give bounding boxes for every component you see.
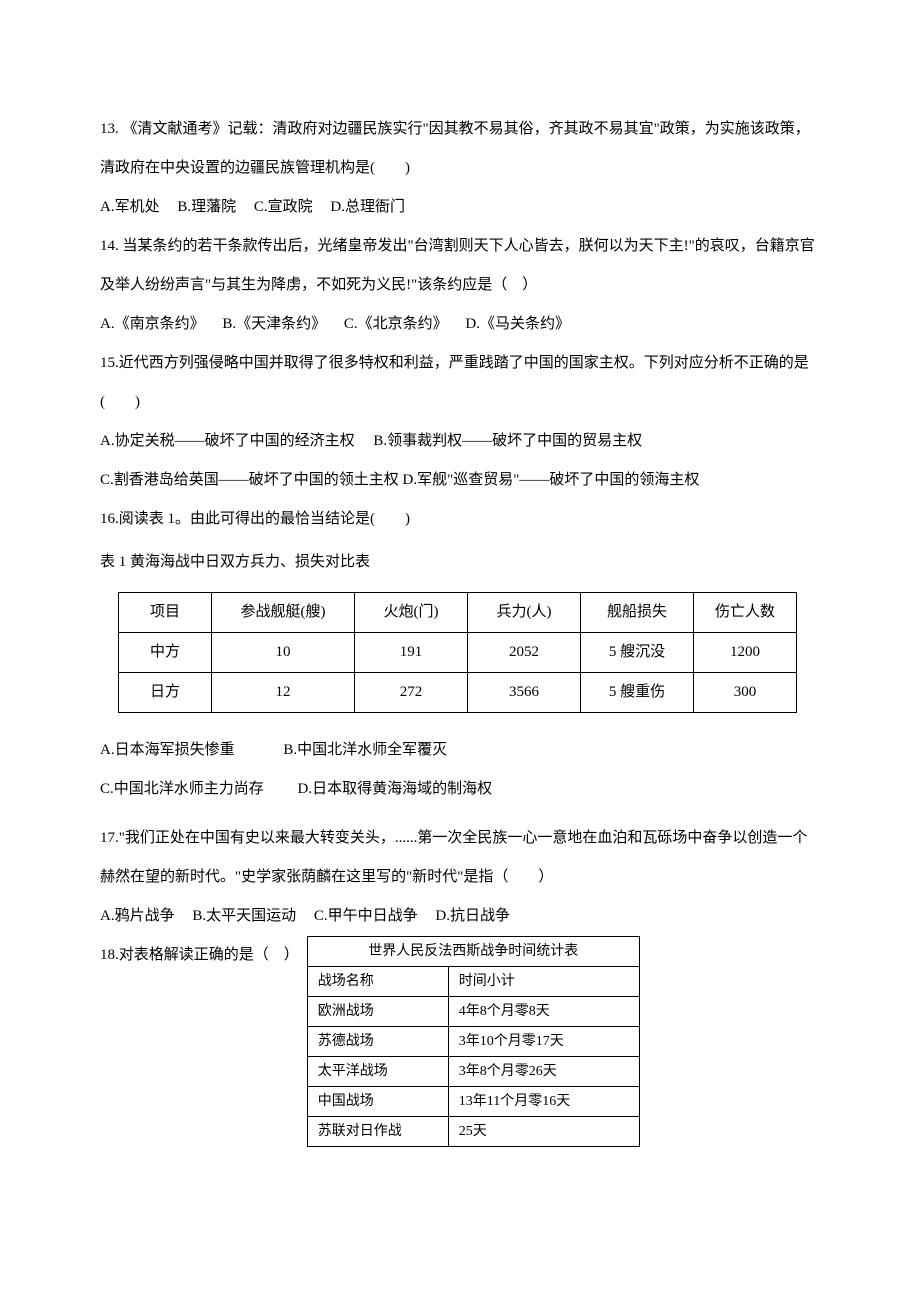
q16-r1c5: 300	[694, 673, 797, 713]
q14-text: 14. 当某条约的若干条款传出后，光绪皇帝发出"台湾割则天下人心皆去，朕何以为天…	[100, 227, 820, 305]
q16-option-c: C.中国北洋水师主力尚存	[100, 781, 264, 797]
q15-text: 15.近代西方列强侵略中国并取得了很多特权和利益，严重践踏了中国的国家主权。下列…	[100, 344, 820, 422]
q16-th-5: 伤亡人数	[694, 593, 797, 633]
q16-r0c5: 1200	[694, 633, 797, 673]
q16-r1c0: 日方	[119, 673, 212, 713]
q18-r4c1: 25天	[448, 1117, 639, 1147]
q16-caption: 表 1 黄海海战中日双方兵力、损失对比表	[100, 543, 820, 582]
q18-table-title: 世界人民反法西斯战争时间统计表	[307, 937, 639, 967]
q18-r0c0: 欧洲战场	[307, 997, 448, 1027]
q15-options-row2: C.割香港岛给英国——破坏了中国的领土主权 D.军舰"巡查贸易"——破坏了中国的…	[100, 461, 820, 500]
table-row: 项目 参战舰艇(艘) 火炮(门) 兵力(人) 舰船损失 伤亡人数	[119, 593, 797, 633]
q16-options-row1: A.日本海军损失惨重 B.中国北洋水师全军覆灭	[100, 731, 820, 770]
q17-options: A.鸦片战争 B.太平天国运动 C.甲午中日战争 D.抗日战争	[100, 897, 820, 936]
q16-option-b: B.中国北洋水师全军覆灭	[283, 742, 447, 758]
q16-th-1: 参战舰艇(艘)	[212, 593, 355, 633]
q16-th-3: 兵力(人)	[468, 593, 581, 633]
q15-option-b: B.领事裁判权——破坏了中国的贸易主权	[373, 433, 642, 449]
q17-option-c: C.甲午中日战争	[314, 908, 418, 924]
q14-options: A.《南京条约》 B.《天津条约》 C.《北京条约》 D.《马关条约》	[100, 305, 820, 344]
q18-table: 世界人民反法西斯战争时间统计表 战场名称 时间小计 欧洲战场 4年8个月零8天 …	[307, 936, 640, 1147]
q16-r1c4: 5 艘重伤	[581, 673, 694, 713]
q16-text: 16.阅读表 1。由此可得出的最恰当结论是( )	[100, 500, 820, 539]
table-row: 日方 12 272 3566 5 艘重伤 300	[119, 673, 797, 713]
q18-r2c0: 太平洋战场	[307, 1057, 448, 1087]
q16-option-a: A.日本海军损失惨重	[100, 742, 235, 758]
q16-r0c1: 10	[212, 633, 355, 673]
q13-option-b: B.理藩院	[177, 199, 236, 215]
q17-text: 17."我们正处在中国有史以来最大转变关头，......第一次全民族一心一意地在…	[100, 819, 820, 897]
q15-option-c: C.割香港岛给英国——破坏了中国的领土主权	[100, 472, 399, 488]
table-row: 中方 10 191 2052 5 艘沉没 1200	[119, 633, 797, 673]
q14-option-a: A.《南京条约》	[100, 316, 205, 332]
q18-r0c1: 4年8个月零8天	[448, 997, 639, 1027]
q17-option-a: A.鸦片战争	[100, 908, 175, 924]
q15-option-a: A.协定关税——破坏了中国的经济主权	[100, 433, 355, 449]
q17-option-d: D.抗日战争	[435, 908, 510, 924]
q18-row: 18.对表格解读正确的是（ ） 世界人民反法西斯战争时间统计表 战场名称 时间小…	[100, 936, 820, 1147]
q18-text: 18.对表格解读正确的是（ ）	[100, 936, 299, 975]
q18-r2c1: 3年8个月零26天	[448, 1057, 639, 1087]
q16-r0c0: 中方	[119, 633, 212, 673]
q14-option-d: D.《马关条约》	[465, 316, 570, 332]
q15-option-d: D.军舰"巡查贸易"——破坏了中国的领海主权	[403, 472, 700, 488]
q16-option-d: D.日本取得黄海海域的制海权	[298, 781, 493, 797]
table-row: 中国战场 13年11个月零16天	[307, 1087, 639, 1117]
q16-th-0: 项目	[119, 593, 212, 633]
q16-r1c2: 272	[355, 673, 468, 713]
q18-th-0: 战场名称	[307, 967, 448, 997]
q14-option-b: B.《天津条约》	[222, 316, 326, 332]
q18-r1c1: 3年10个月零17天	[448, 1027, 639, 1057]
q16-th-4: 舰船损失	[581, 593, 694, 633]
q17-option-b: B.太平天国运动	[192, 908, 296, 924]
q18-r1c0: 苏德战场	[307, 1027, 448, 1057]
q18-r3c0: 中国战场	[307, 1087, 448, 1117]
table-row: 世界人民反法西斯战争时间统计表	[307, 937, 639, 967]
q13-option-a: A.军机处	[100, 199, 160, 215]
q18-th-1: 时间小计	[448, 967, 639, 997]
q13-options: A.军机处 B.理藩院 C.宣政院 D.总理衙门	[100, 188, 820, 227]
table-row: 欧洲战场 4年8个月零8天	[307, 997, 639, 1027]
q13-option-d: D.总理衙门	[330, 199, 405, 215]
q16-r0c3: 2052	[468, 633, 581, 673]
table-row: 苏德战场 3年10个月零17天	[307, 1027, 639, 1057]
q16-r0c2: 191	[355, 633, 468, 673]
q16-r1c1: 12	[212, 673, 355, 713]
q18-r3c1: 13年11个月零16天	[448, 1087, 639, 1117]
q16-table: 项目 参战舰艇(艘) 火炮(门) 兵力(人) 舰船损失 伤亡人数 中方 10 1…	[118, 592, 797, 713]
q13-option-c: C.宣政院	[254, 199, 313, 215]
q13-text: 13. 《清文献通考》记载：清政府对边疆民族实行"因其教不易其俗，齐其政不易其宜…	[100, 110, 820, 188]
q14-option-c: C.《北京条约》	[344, 316, 448, 332]
q15-options-row1: A.协定关税——破坏了中国的经济主权 B.领事裁判权——破坏了中国的贸易主权	[100, 422, 820, 461]
q18-r4c0: 苏联对日作战	[307, 1117, 448, 1147]
exam-page: 13. 《清文献通考》记载：清政府对边疆民族实行"因其教不易其俗，齐其政不易其宜…	[0, 0, 920, 1187]
q16-options-row2: C.中国北洋水师主力尚存 D.日本取得黄海海域的制海权	[100, 770, 820, 809]
q16-r1c3: 3566	[468, 673, 581, 713]
table-row: 太平洋战场 3年8个月零26天	[307, 1057, 639, 1087]
q16-r0c4: 5 艘沉没	[581, 633, 694, 673]
table-row: 战场名称 时间小计	[307, 967, 639, 997]
table-row: 苏联对日作战 25天	[307, 1117, 639, 1147]
q16-th-2: 火炮(门)	[355, 593, 468, 633]
